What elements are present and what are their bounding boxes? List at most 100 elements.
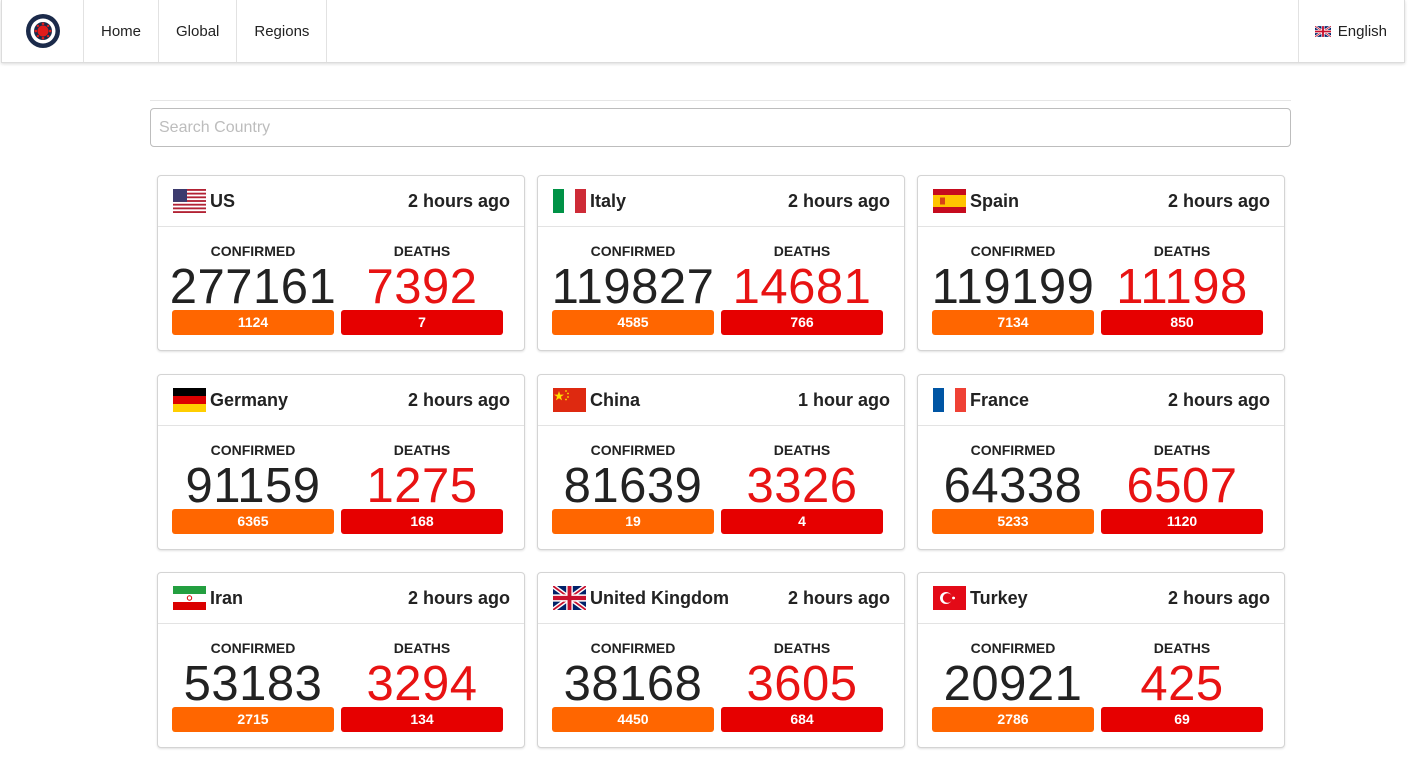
- card-header: France 2 hours ago: [918, 375, 1284, 426]
- card-header: Spain 2 hours ago: [918, 176, 1284, 227]
- new-confirmed-badge: 2715: [172, 707, 334, 732]
- country-card[interactable]: France 2 hours ago CONFIRMED 64338 5233 DEATH…: [917, 374, 1285, 550]
- card-header: US 2 hours ago: [158, 176, 524, 227]
- deaths-label: DEATHS: [773, 243, 831, 259]
- confirmed-count: 38168: [563, 657, 703, 711]
- card-header: Iran 2 hours ago: [158, 573, 524, 624]
- new-deaths-badge: 168: [341, 509, 503, 534]
- language-selector[interactable]: English: [1297, 0, 1404, 62]
- deaths-count: 425: [1140, 657, 1224, 711]
- spain-flag-icon: [933, 189, 966, 213]
- confirmed-label: CONFIRMED: [970, 243, 1056, 259]
- deaths-label: DEATHS: [773, 442, 831, 458]
- new-confirmed-badge: 1124: [172, 310, 334, 335]
- country-name: Germany: [210, 389, 289, 410]
- confirmed-label: CONFIRMED: [210, 243, 296, 259]
- deaths-label: DEATHS: [1153, 442, 1211, 458]
- country-title: Italy: [553, 189, 626, 213]
- new-deaths-badge: 134: [341, 707, 503, 732]
- new-deaths-badge: 766: [721, 310, 883, 335]
- country-card[interactable]: Spain 2 hours ago CONFIRMED 119199 7134 DEATH…: [917, 175, 1285, 351]
- card-stats: CONFIRMED 64338 5233 DEATHS 6507 1120: [918, 426, 1284, 550]
- search-country-input[interactable]: [150, 108, 1291, 147]
- china-flag-icon: [553, 388, 586, 412]
- country-title: China: [553, 388, 640, 412]
- us-flag-icon: [173, 189, 206, 213]
- confirmed-count: 119199: [931, 260, 1095, 314]
- top-navbar: Home Global Regions English: [1, 0, 1405, 63]
- deaths-count: 11198: [1116, 260, 1248, 314]
- country-name: US: [210, 190, 236, 211]
- new-confirmed-badge: 4585: [552, 310, 714, 335]
- country-name: Iran: [210, 587, 244, 608]
- card-header: Germany 2 hours ago: [158, 375, 524, 426]
- deaths-count: 3294: [366, 657, 478, 711]
- country-name: France: [970, 389, 1030, 410]
- country-card[interactable]: US 2 hours ago CONFIRMED 277161 1124 DEATHS 73…: [157, 175, 525, 351]
- turkey-flag-icon: [933, 586, 966, 610]
- new-deaths-badge: 7: [341, 310, 503, 335]
- confirmed-label: CONFIRMED: [590, 442, 676, 458]
- new-confirmed-badge: 5233: [932, 509, 1094, 534]
- country-title: Iran: [173, 586, 243, 610]
- uk-flag-icon: [551, 584, 588, 612]
- new-confirmed-badge: 6365: [172, 509, 334, 534]
- updated-time: 2 hours ago: [1167, 389, 1270, 410]
- deaths-count: 1275: [366, 459, 478, 513]
- deaths-label: DEATHS: [1153, 640, 1211, 656]
- deaths-label: DEATHS: [393, 640, 451, 656]
- country-name: Spain: [970, 190, 1020, 211]
- card-header: China 1 hour ago: [538, 375, 904, 426]
- new-deaths-badge: 684: [721, 707, 883, 732]
- italy-flag-icon: [553, 189, 586, 213]
- confirmed-label: CONFIRMED: [210, 640, 296, 656]
- country-title: Germany: [173, 388, 288, 412]
- uk-flag-icon: [1314, 25, 1331, 37]
- deaths-label: DEATHS: [393, 442, 451, 458]
- updated-time: 2 hours ago: [407, 190, 510, 211]
- card-stats: CONFIRMED 53183 2715 DEATHS 3294 134: [158, 624, 524, 748]
- nav-regions[interactable]: Regions: [237, 0, 328, 62]
- new-confirmed-badge: 7134: [932, 310, 1094, 335]
- confirmed-count: 20921: [943, 657, 1083, 711]
- confirmed-count: 64338: [943, 459, 1083, 513]
- nav-spacer: [327, 0, 1297, 62]
- country-card[interactable]: Iran 2 hours ago CONFIRMED 53183 2715 DEATHS 3…: [157, 572, 525, 748]
- new-confirmed-badge: 19: [552, 509, 714, 534]
- country-name: United Kingdom: [590, 587, 729, 608]
- germany-flag-icon: [173, 388, 206, 412]
- country-title: France: [933, 388, 1029, 412]
- new-deaths-badge: 850: [1101, 310, 1263, 335]
- country-name: China: [590, 389, 641, 410]
- country-name: Turkey: [970, 587, 1028, 608]
- country-card[interactable]: Germany 2 hours ago CONFIRMED 91159 6365 DEAT…: [157, 374, 525, 550]
- updated-time: 2 hours ago: [787, 587, 890, 608]
- nav-home[interactable]: Home: [84, 0, 160, 62]
- country-title: United Kingdom: [551, 584, 729, 612]
- deaths-count: 6507: [1126, 459, 1238, 513]
- updated-time: 2 hours ago: [787, 190, 890, 211]
- search-divider: [150, 100, 1291, 101]
- deaths-count: 3605: [746, 657, 858, 711]
- card-header: Italy 2 hours ago: [538, 176, 904, 227]
- card-header: United Kingdom 2 hours ago: [538, 573, 904, 624]
- new-deaths-badge: 1120: [1101, 509, 1263, 534]
- deaths-label: DEATHS: [1153, 243, 1211, 259]
- card-header: Turkey 2 hours ago: [918, 573, 1284, 624]
- updated-time: 2 hours ago: [407, 587, 510, 608]
- card-stats: CONFIRMED 91159 6365 DEATHS 1275 168: [158, 426, 524, 550]
- country-card[interactable]: Turkey 2 hours ago CONFIRMED 20921 2786 DEATH…: [917, 572, 1285, 748]
- confirmed-label: CONFIRMED: [590, 243, 676, 259]
- language-label: English: [1337, 22, 1387, 40]
- nav-global[interactable]: Global: [159, 0, 238, 62]
- country-card[interactable]: Italy 2 hours ago CONFIRMED 119827 4585 DEATH…: [537, 175, 905, 351]
- logo[interactable]: [2, 0, 84, 62]
- updated-time: 2 hours ago: [1167, 587, 1270, 608]
- deaths-count: 3326: [746, 459, 858, 513]
- confirmed-count: 81639: [563, 459, 703, 513]
- updated-time: 1 hour ago: [797, 389, 890, 410]
- country-title: Spain: [933, 189, 1019, 213]
- country-card[interactable]: China 1 hour ago CONFIRMED 81639 19 DEATHS 332…: [537, 374, 905, 550]
- new-confirmed-badge: 4450: [552, 707, 714, 732]
- country-card[interactable]: United Kingdom 2 hours ago CONFIRMED 38168 4…: [537, 572, 905, 748]
